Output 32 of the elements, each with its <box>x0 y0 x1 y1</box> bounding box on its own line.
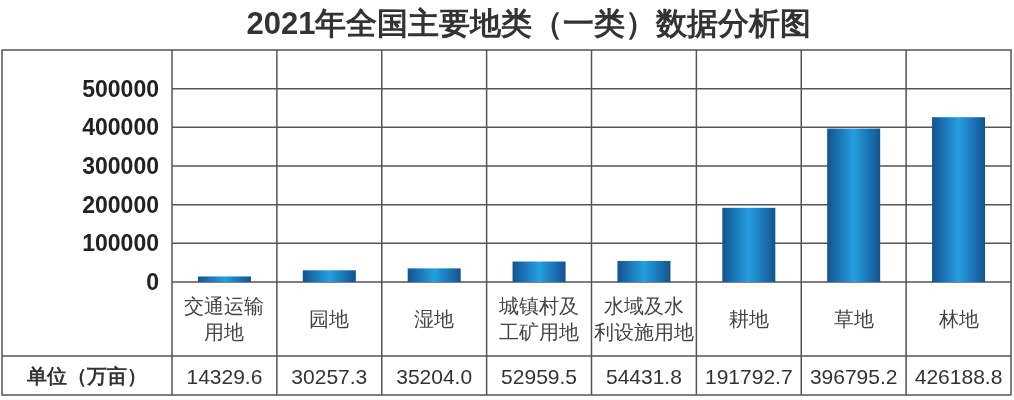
y-tick-label: 500000 <box>82 75 159 102</box>
data-label: 54431.8 <box>605 364 682 388</box>
y-tick-label: 0 <box>146 269 159 295</box>
y-tick-label: 400000 <box>82 114 159 141</box>
x-tick-label: 草地 <box>833 308 874 330</box>
bar <box>407 268 461 282</box>
bar <box>827 128 881 282</box>
y-tick-label: 200000 <box>82 191 159 218</box>
y-tick-label: 300000 <box>82 153 159 179</box>
data-label: 191792.7 <box>705 364 793 388</box>
x-tick-label: 耕地 <box>728 308 769 330</box>
bar <box>617 260 671 282</box>
data-label: 30257.3 <box>291 364 368 388</box>
data-label: 35204.0 <box>396 364 473 388</box>
data-label: 52959.5 <box>501 364 578 388</box>
bar <box>197 276 251 282</box>
y-axis-title: 单位（万亩） <box>26 364 147 387</box>
x-tick-label: 水域及水利设施用地 <box>593 295 694 343</box>
data-label: 426188.8 <box>914 364 1003 388</box>
bar <box>302 270 356 282</box>
x-tick-label: 园地 <box>309 308 350 330</box>
bar <box>722 207 776 282</box>
chart-title: 2021年全国主要地类（一类）数据分析图 <box>246 6 812 41</box>
bar <box>932 117 986 282</box>
x-tick-label: 城镇村及工矿用地 <box>498 295 580 343</box>
bar <box>512 261 566 282</box>
y-tick-label: 100000 <box>82 230 159 257</box>
data-label: 14329.6 <box>186 364 263 388</box>
x-tick-label: 交通运输用地 <box>184 295 265 343</box>
x-tick-label: 湿地 <box>414 308 455 330</box>
data-label: 396795.2 <box>809 364 898 388</box>
x-tick-label: 林地 <box>937 308 979 330</box>
